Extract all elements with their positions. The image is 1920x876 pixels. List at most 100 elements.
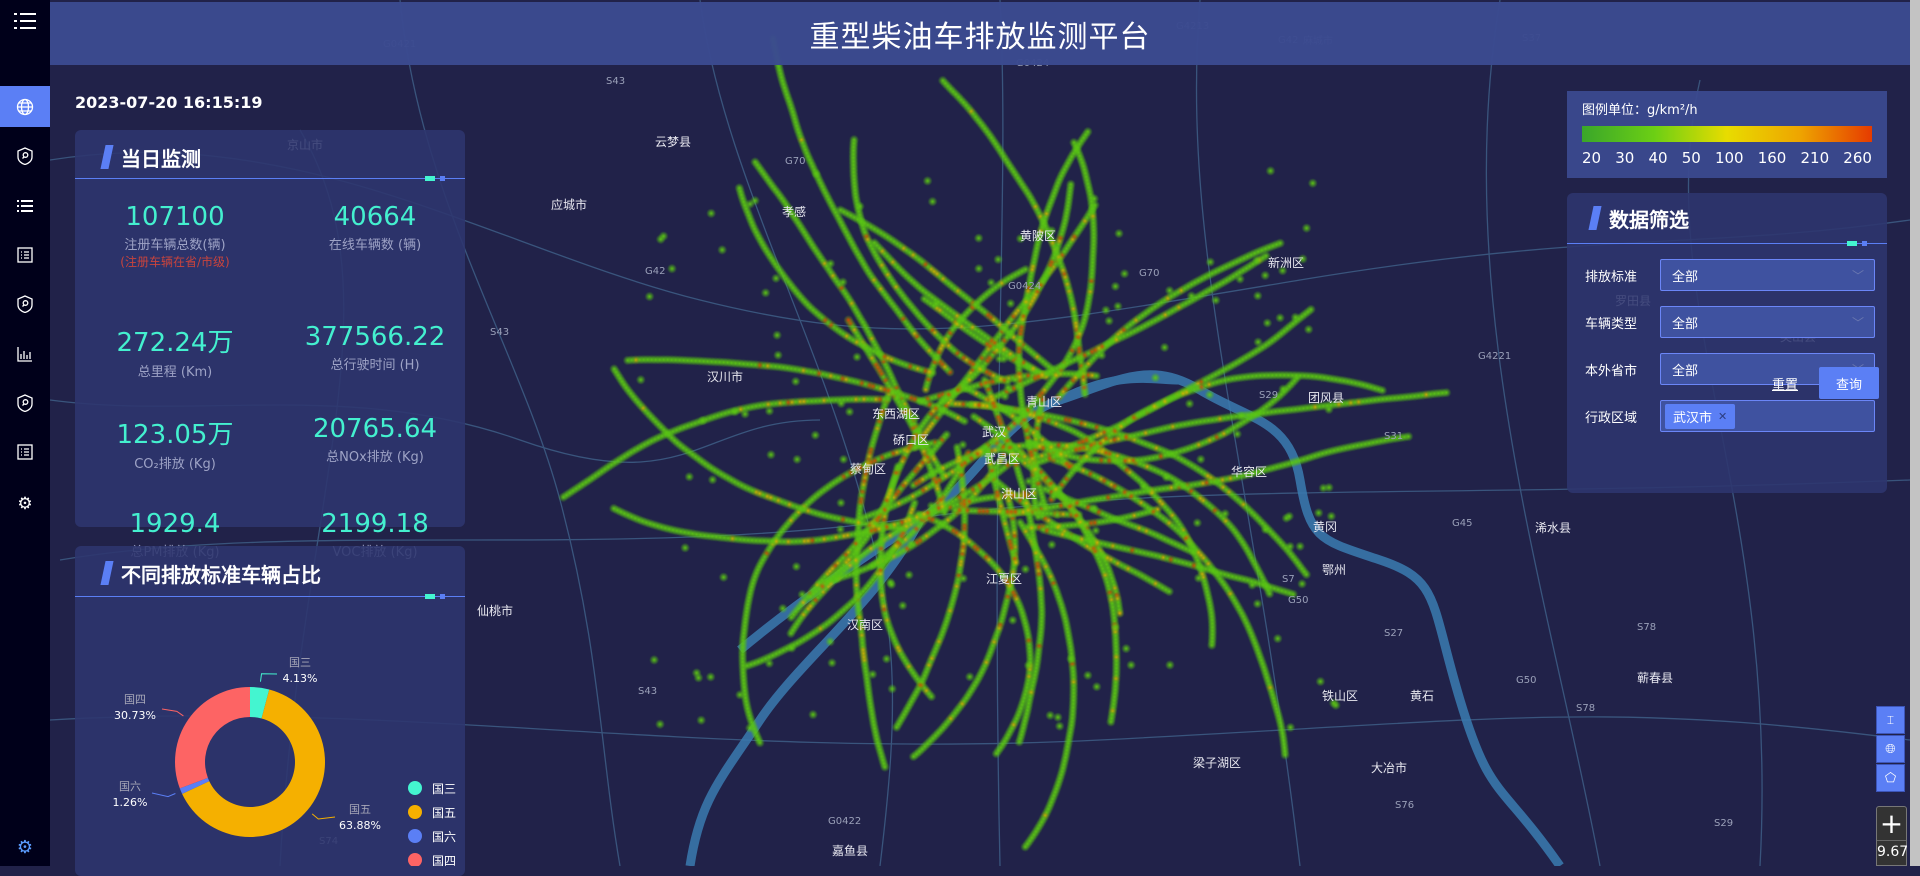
legend-tick: 160 [1757,149,1787,167]
stat-item: 40664 在线车辆数 (辆) [285,202,465,253]
map-tool-globe[interactable]: 🌐︎ [1876,735,1905,763]
map-road-label: S76 [1395,800,1415,811]
heat-legend: 图例单位：g/km²/h 20 30 40 50 100 160 210 260 [1567,91,1887,178]
filter-select[interactable]: 全部 ﹀ [1660,259,1875,291]
map-road-label: S7 [1282,574,1295,585]
legend-marker[interactable] [408,805,422,819]
map-road-label: S29 [1714,818,1734,829]
stat-item: 377566.22 总行驶时间 (H) [285,322,465,373]
map-road-label: G45 [1452,518,1473,529]
map-place-label: 汉南区 [847,618,884,632]
page-title: 重型柴油车排放监测平台 [809,19,1151,55]
filter-label: 排放标准 [1585,269,1638,285]
map-tool-text-height[interactable]: ⌶ [1876,706,1905,734]
map-place-label: 仙桃市 [477,604,514,618]
donut-slice-3[interactable] [175,687,250,789]
filter-region-row: 行政区域 武汉市 ✕ [1585,400,1875,432]
region-multiselect[interactable]: 武汉市 ✕ [1660,400,1875,432]
map-place-label: 嘉鱼县 [832,844,869,858]
map-place-label: 硚口区 [893,433,930,447]
panel-title: 当日监测 [121,146,201,171]
sidebar-item-4[interactable] [0,187,50,228]
slice-percent-label: 30.73% [114,709,156,722]
legend-label[interactable]: 国五 [432,806,456,820]
legend-label[interactable]: 国四 [432,854,456,866]
globe-icon: 🌐︎ [1885,741,1896,757]
map-road-label: S78 [1576,703,1596,714]
map-place-label: 浠水县 [1535,521,1572,535]
stat-label: 注册车辆总数(辆) [124,238,226,253]
chevron-down-icon: ﹀ [1851,315,1864,330]
text-height-icon: ⌶ [1886,712,1895,727]
title-accent [100,145,114,169]
sidebar-item-6[interactable] [0,285,50,326]
menu-icon [14,12,36,29]
legend-marker[interactable] [408,853,422,866]
legend-tick: 210 [1800,149,1830,167]
map-road-label: G0424 [1008,281,1042,292]
map-road-label: S78 [1637,622,1657,633]
map-place-label: 武汉 [982,425,1007,439]
map-road-label: S29 [1259,390,1279,401]
region-tag: 武汉市 ✕ [1665,403,1736,429]
map-place-label: 黄陂区 [1020,229,1057,243]
shield-search-icon [17,146,33,169]
scrollbar[interactable] [1910,0,1920,866]
map-place-label: 黄冈 [1313,520,1338,534]
legend-label[interactable]: 国三 [432,782,456,796]
sidebar-item-10[interactable]: ⚙ [0,483,50,524]
gear-icon: ⚙ [17,493,33,514]
stat-value: 20765.64 [312,414,438,444]
select-value: 全部 [1672,269,1699,285]
query-button[interactable]: 查询 [1819,367,1879,399]
stat-value: 272.24万 [116,328,234,358]
gear-icon: ⚙ [16,837,34,858]
filter-label: 本外省市 [1585,363,1638,379]
zoom-in-button[interactable]: + [1877,807,1906,841]
stat-value: 107100 [125,202,225,232]
map-place-label: 大冶市 [1371,761,1408,775]
stat-item: 123.05万 CO₂排放 (Kg) [85,414,265,472]
map-road-label: S27 [1384,628,1404,639]
sidebar-settings-button[interactable]: ⚙ [0,827,50,868]
menu-toggle-button[interactable] [0,0,50,41]
sidebar: ⚙ ⚙ [0,0,50,866]
stat-value: 40664 [333,202,417,232]
map-place-label: 东西湖区 [872,407,921,421]
sidebar-item-8[interactable] [0,384,50,425]
filter-select[interactable]: 全部 ﹀ [1660,306,1875,338]
map-place-label: 江夏区 [986,572,1023,586]
legend-tick: 100 [1714,149,1744,167]
remove-tag-icon[interactable]: ✕ [1718,409,1728,423]
map-place-label: 新洲区 [1268,256,1305,270]
panel-title: 数据筛选 [1609,207,1689,232]
chevron-down-icon: ﹀ [1851,268,1864,283]
reset-button[interactable]: 重置 [1771,377,1798,393]
zoom-level: 9.67 [1877,844,1909,860]
sidebar-item-map[interactable] [0,86,50,127]
sidebar-item-7[interactable] [0,335,50,376]
slice-name-label: 国三 [289,656,311,669]
map-place-label: 汉川市 [707,370,744,384]
sidebar-item-3[interactable] [0,137,50,178]
map-place-label: 铁山区 [1322,689,1359,703]
map-place-label: 团风县 [1308,391,1345,405]
sidebar-item-5[interactable] [0,236,50,277]
stat-note: (注册车辆在省/市级) [120,255,230,269]
stat-label: 总行驶时间 (H) [330,358,420,373]
sidebar-item-9[interactable] [0,433,50,474]
map-place-label: 鄂州 [1322,563,1347,577]
stat-value: 123.05万 [116,420,234,450]
stat-label: CO₂排放 (Kg) [134,457,216,472]
map-place-label: 应城市 [551,198,588,212]
legend-marker[interactable] [408,829,422,843]
map-road-label: G70 [1139,268,1160,279]
map-tool-polygon[interactable]: ⬠ [1876,764,1905,792]
legend-label[interactable]: 国六 [432,830,456,844]
map-road-label: G70 [785,156,806,167]
map-place-label: 蔡甸区 [850,462,887,476]
stat-item: 20765.64 总NOx排放 (Kg) [285,414,465,465]
map-place-label: 梁子湖区 [1193,756,1242,770]
legend-marker[interactable] [408,781,422,795]
